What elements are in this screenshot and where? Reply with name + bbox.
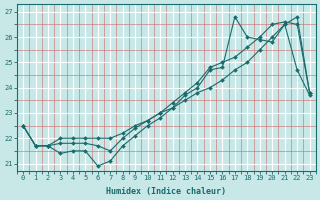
X-axis label: Humidex (Indice chaleur): Humidex (Indice chaleur) <box>106 187 226 196</box>
